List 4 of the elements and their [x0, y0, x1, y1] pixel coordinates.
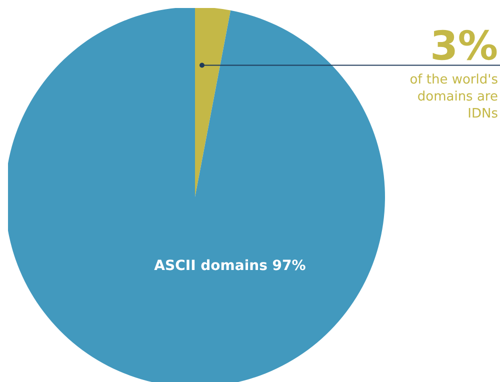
pie-slice — [195, 8, 231, 197]
slice-label: of the world's domains are IDNs — [410, 72, 498, 122]
data-label: 3% — [430, 23, 498, 70]
slice-label: ASCII domains 97% — [154, 258, 306, 274]
